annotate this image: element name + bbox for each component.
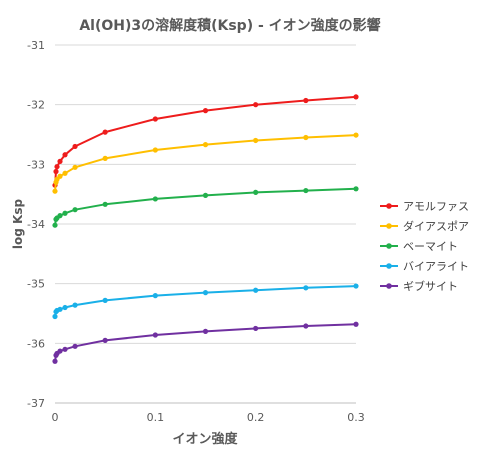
data-point <box>72 343 78 349</box>
data-point <box>202 108 209 114</box>
data-point <box>52 358 58 364</box>
legend-swatch-marker <box>386 223 392 229</box>
data-point <box>72 207 78 213</box>
legend-label: アモルファス <box>403 200 469 213</box>
data-point <box>72 143 78 150</box>
data-point <box>253 102 259 108</box>
data-point <box>202 290 209 296</box>
data-point <box>353 283 359 289</box>
data-point <box>303 323 309 329</box>
data-point <box>303 97 309 104</box>
data-point <box>57 306 63 312</box>
data-point <box>57 173 63 179</box>
data-point <box>152 332 158 338</box>
data-point <box>57 213 63 219</box>
data-point <box>303 134 309 141</box>
data-point <box>253 287 259 293</box>
data-point <box>62 346 68 352</box>
data-point <box>102 337 108 343</box>
legend-item: バイアライト <box>380 260 469 273</box>
data-point <box>152 147 158 153</box>
data-point <box>53 168 59 175</box>
data-point <box>62 210 68 216</box>
y-tick-label: -33 <box>27 158 45 171</box>
data-point <box>102 129 108 135</box>
legend-swatch-marker <box>386 263 392 269</box>
data-point <box>353 186 359 192</box>
data-point <box>152 116 158 122</box>
series-group <box>52 186 359 228</box>
data-point <box>353 321 359 327</box>
y-tick-label: -31 <box>27 39 45 52</box>
legend-label: バイアライト <box>403 260 469 273</box>
series-layer <box>52 94 359 364</box>
y-tick-label: -34 <box>27 218 45 231</box>
grid-layer <box>55 44 356 404</box>
legend-label: ギブサイト <box>403 279 458 293</box>
data-point <box>303 187 309 194</box>
y-axis-label: log Ksp <box>11 199 25 250</box>
x-tick-label: 0.3 <box>347 411 365 424</box>
legend-label: ダイアスポア <box>403 219 469 233</box>
data-point <box>253 325 259 332</box>
data-point <box>52 313 58 320</box>
data-point <box>202 192 209 198</box>
data-point <box>353 94 359 100</box>
data-point <box>202 142 209 148</box>
data-point <box>102 155 108 161</box>
legend-item: ダイアスポア <box>380 219 469 233</box>
data-point <box>353 132 359 138</box>
data-point <box>303 285 309 291</box>
legend-item: ギブサイト <box>380 279 458 293</box>
x-tick-label: 0.2 <box>247 411 265 424</box>
data-point <box>52 188 58 194</box>
data-point <box>57 348 63 354</box>
series-group <box>52 94 359 188</box>
legend-item: ベーマイト <box>380 240 458 253</box>
chart-title: Al(OH)3の溶解度積(Ksp) - イオン強度の影響 <box>79 17 380 34</box>
data-point <box>253 189 259 195</box>
x-tick-label: 0.1 <box>147 411 165 424</box>
legend-item: アモルファス <box>380 200 469 213</box>
legend-swatch-marker <box>386 203 392 209</box>
legend-label: ベーマイト <box>403 240 458 253</box>
legend-swatch-marker <box>386 283 392 289</box>
x-axis-label: イオン強度 <box>172 431 238 447</box>
data-point <box>253 137 259 144</box>
data-point <box>102 297 108 303</box>
legend-swatch-marker <box>386 243 392 249</box>
data-point <box>152 196 158 202</box>
y-tick-label: -35 <box>27 278 45 291</box>
data-point <box>202 328 209 334</box>
x-tick-label: 0 <box>52 411 59 424</box>
data-point <box>62 304 68 311</box>
series-group <box>52 321 359 364</box>
data-point <box>57 158 63 164</box>
data-point <box>72 164 78 170</box>
y-tick-label: -36 <box>27 337 45 350</box>
axis-layer: -31 -32 -33 -34 -35 -36 -37 0 0.1 0.2 0.3 <box>27 39 365 424</box>
data-point <box>72 302 78 308</box>
y-tick-label: -32 <box>27 99 45 112</box>
data-point <box>62 170 68 176</box>
series-group <box>52 132 359 194</box>
data-point <box>62 152 68 158</box>
series-group <box>52 283 359 320</box>
data-point <box>54 164 60 170</box>
data-point <box>102 201 108 207</box>
data-point <box>152 293 158 299</box>
data-point <box>52 222 58 228</box>
y-tick-label: -37 <box>27 397 45 410</box>
